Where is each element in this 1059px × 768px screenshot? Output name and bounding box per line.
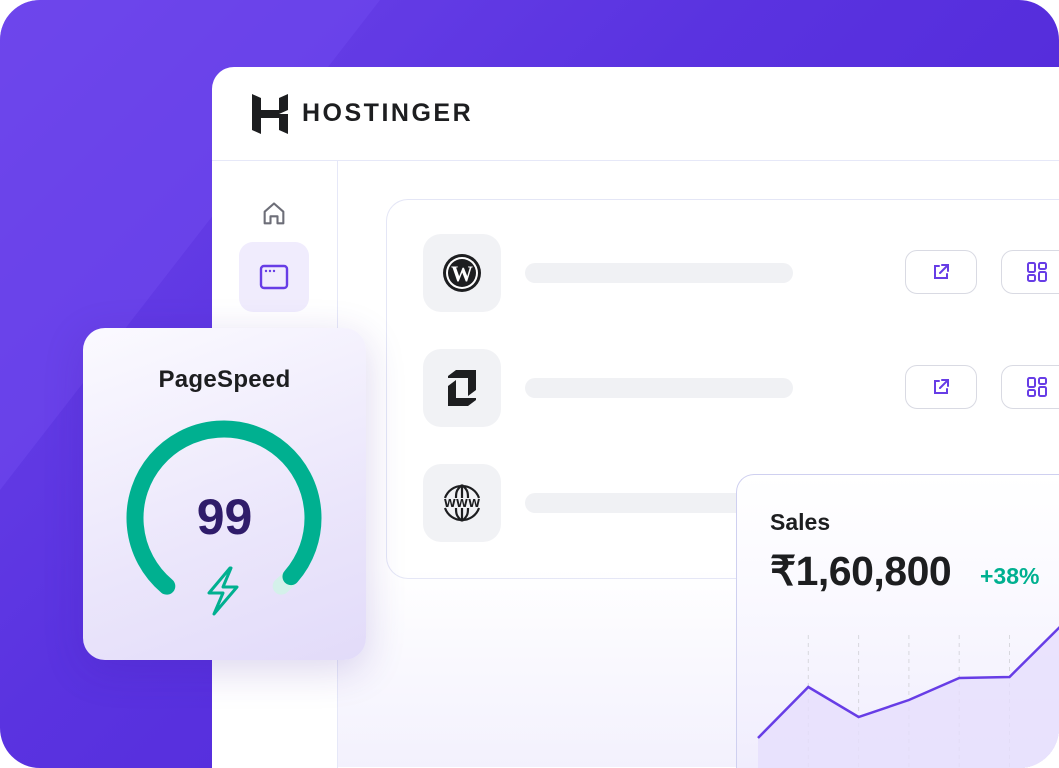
sales-change: +38% <box>980 563 1040 589</box>
website-logo <box>423 349 501 427</box>
sales-card: Sales ₹1,60,800 +38% <box>736 474 1059 768</box>
website-logo: W <box>423 234 501 312</box>
sales-title: Sales <box>770 509 831 535</box>
chart-line <box>757 626 1059 739</box>
home-icon <box>263 202 285 225</box>
sidebar-item-home[interactable] <box>239 179 309 249</box>
sidebar-item-websites[interactable] <box>239 242 309 312</box>
www-globe-icon: WWW <box>444 484 480 522</box>
website-row[interactable]: W <box>423 234 1059 312</box>
hostinger-logo-icon <box>252 93 288 134</box>
dashboard-button[interactable] <box>1001 365 1059 409</box>
open-website-button[interactable] <box>905 250 977 294</box>
header: HOSTINGER <box>212 67 1059 161</box>
chart-area <box>758 627 1059 768</box>
sidebar <box>212 161 338 768</box>
website-name-placeholder <box>525 263 793 283</box>
website-row[interactable]: WWW <box>423 464 1059 542</box>
wordpress-icon: W <box>443 254 481 292</box>
website-row[interactable] <box>423 349 1059 427</box>
open-website-button[interactable] <box>905 365 977 409</box>
sales-value: ₹1,60,800 <box>770 548 952 594</box>
sales-chart <box>757 626 1059 768</box>
pagespeed-gauge <box>126 420 322 616</box>
svg-text:WWW: WWW <box>444 497 480 510</box>
website-name-placeholder <box>525 378 793 398</box>
gauge-fill <box>126 420 322 595</box>
pagespeed-title: PageSpeed <box>158 366 291 393</box>
browser-window-icon <box>259 264 289 290</box>
pagespeed-card: PageSpeed 99 <box>83 328 366 660</box>
dashboard-button[interactable] <box>1001 250 1059 294</box>
external-link-icon <box>934 264 949 279</box>
website-name-placeholder <box>525 493 793 513</box>
dashboard-grid-icon <box>1027 262 1047 282</box>
lightning-icon <box>207 566 239 616</box>
brand-name: HOSTINGER <box>302 99 474 127</box>
website-logo: WWW <box>423 464 501 542</box>
hostinger-builder-icon <box>448 370 476 406</box>
pagespeed-score: 99 <box>196 489 253 545</box>
dashboard-grid-icon <box>1027 377 1047 397</box>
external-link-icon <box>934 379 949 394</box>
svg-text:W: W <box>451 261 473 286</box>
